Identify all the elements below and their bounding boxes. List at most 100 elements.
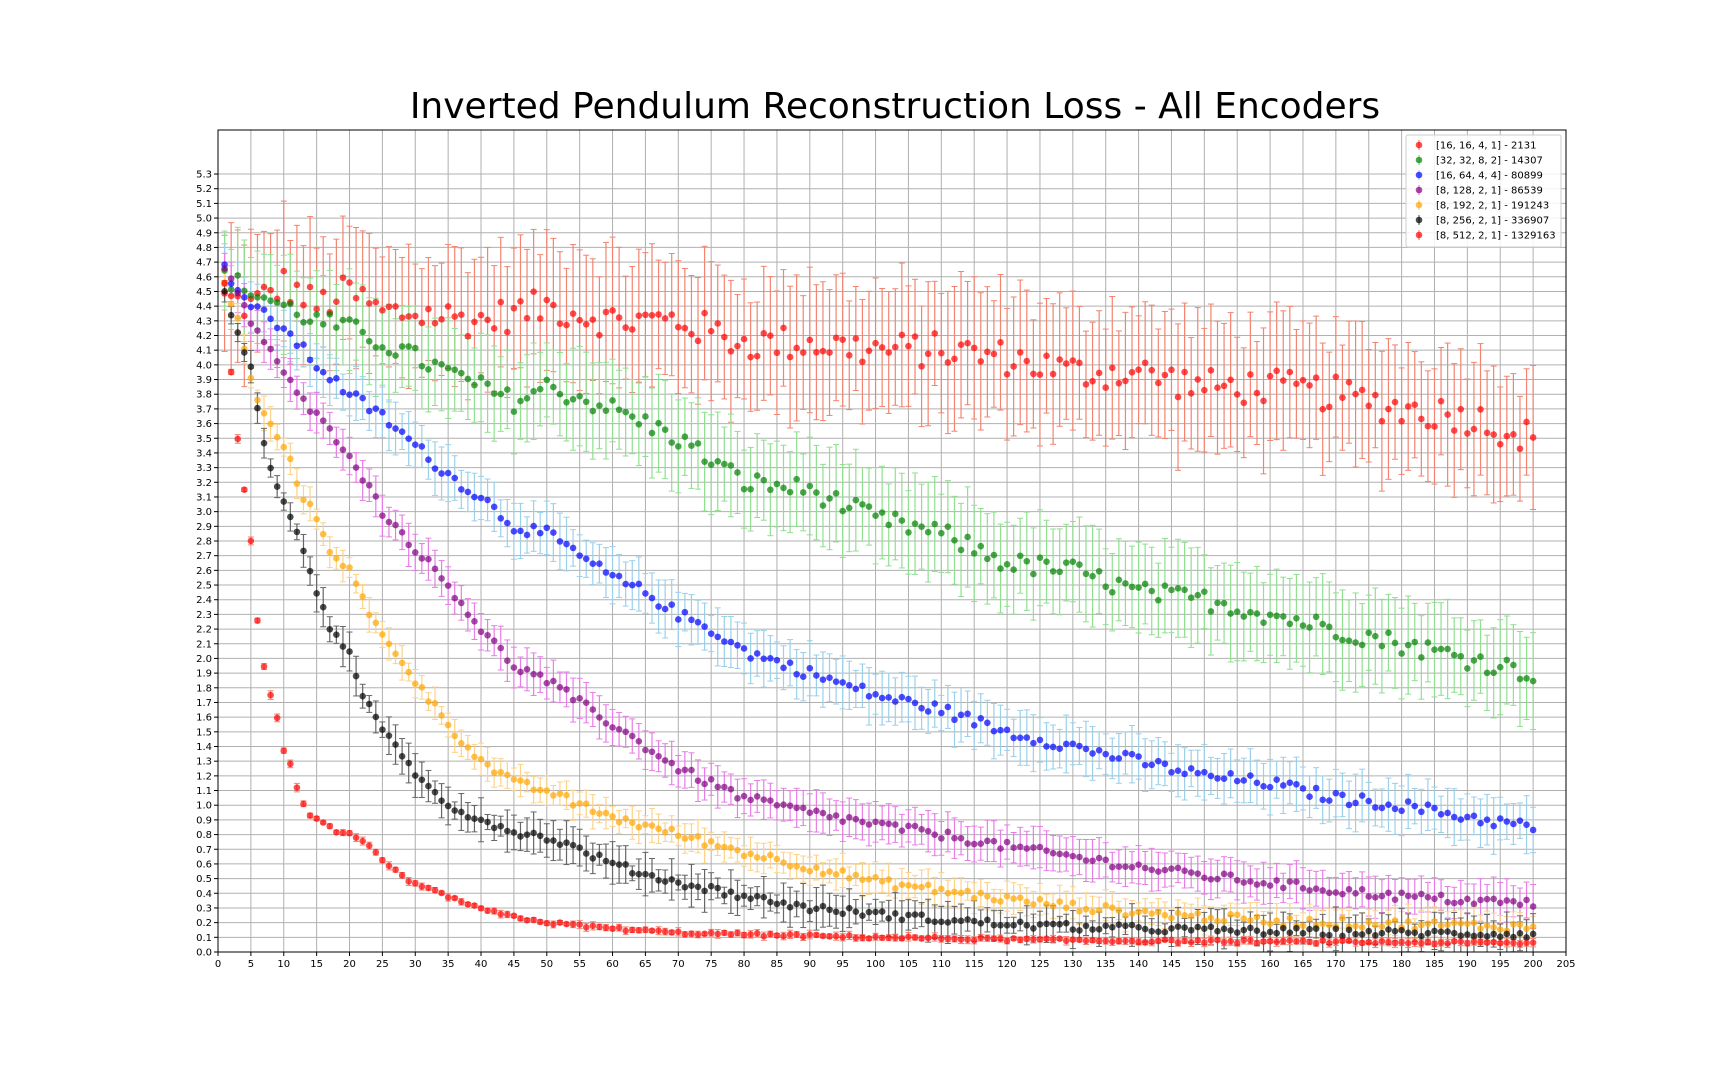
data-point — [826, 349, 833, 356]
data-point — [865, 347, 873, 355]
data-point — [418, 555, 426, 562]
data-point — [359, 394, 366, 402]
data-point — [668, 601, 676, 608]
data-point — [760, 796, 768, 803]
data-point — [504, 328, 511, 336]
data-point — [398, 314, 406, 321]
data-point — [1470, 657, 1478, 664]
data-point — [1457, 405, 1465, 413]
data-point — [372, 493, 380, 500]
data-point — [1253, 389, 1261, 397]
data-point — [1260, 397, 1267, 405]
data-point — [1385, 405, 1392, 413]
data-point — [1115, 755, 1123, 762]
data-point — [780, 324, 787, 332]
data-point — [1089, 572, 1096, 580]
data-point — [1365, 797, 1373, 805]
data-point — [891, 510, 899, 518]
data-point — [1108, 588, 1116, 596]
data-point — [819, 676, 827, 683]
data-point — [628, 413, 636, 420]
data-point — [911, 520, 919, 527]
data-point — [333, 438, 340, 446]
data-point — [891, 698, 899, 705]
data-point — [556, 683, 564, 691]
data-point — [852, 496, 860, 504]
data-point — [1365, 629, 1373, 637]
data-point — [563, 540, 570, 548]
data-point — [1496, 663, 1504, 671]
data-point — [694, 337, 702, 345]
data-point — [1233, 777, 1241, 785]
data-point — [655, 419, 662, 427]
data-point — [1345, 637, 1353, 645]
data-point — [1496, 440, 1504, 448]
data-point — [806, 336, 814, 344]
data-point — [517, 527, 524, 535]
data-point — [674, 767, 682, 775]
data-point — [970, 550, 978, 557]
data-point — [648, 748, 656, 756]
data-point — [1174, 767, 1182, 775]
data-point — [609, 724, 616, 731]
data-point — [714, 457, 722, 465]
data-point — [852, 685, 860, 693]
data-point — [1424, 422, 1432, 430]
data-point — [234, 272, 242, 279]
data-point — [1069, 740, 1077, 748]
data-point — [444, 364, 452, 372]
data-point — [661, 605, 669, 613]
data-point — [977, 358, 985, 365]
data-point — [457, 599, 465, 607]
data-point — [984, 348, 991, 356]
data-point — [359, 477, 366, 484]
data-point — [365, 337, 373, 345]
data-point — [1227, 610, 1234, 617]
data-point — [326, 310, 334, 318]
data-point — [1122, 749, 1129, 757]
data-point — [918, 704, 925, 712]
data-point — [596, 714, 603, 721]
grid-lines — [217, 130, 1567, 953]
data-point — [425, 456, 432, 463]
data-point — [799, 489, 807, 496]
data-point — [1424, 801, 1432, 808]
data-point — [839, 818, 846, 825]
data-point — [1016, 552, 1024, 560]
data-point — [477, 494, 485, 502]
data-point — [642, 311, 649, 319]
data-point — [806, 482, 814, 490]
data-point — [1404, 798, 1412, 805]
data-point — [1043, 558, 1050, 565]
data-point — [471, 318, 478, 326]
data-point — [411, 549, 419, 556]
data-point — [431, 465, 439, 472]
data-point — [313, 305, 320, 313]
data-point — [1174, 393, 1182, 401]
data-point — [1266, 372, 1274, 380]
data-point — [1174, 584, 1182, 592]
chart-title: Inverted Pendulum Reconstruction Loss - … — [409, 86, 1381, 127]
data-point — [385, 349, 393, 357]
data-point — [227, 292, 235, 300]
data-point — [471, 493, 478, 501]
data-point — [359, 328, 366, 336]
data-point — [333, 324, 340, 331]
data-point — [1161, 582, 1169, 589]
data-point — [839, 507, 846, 515]
data-point — [1503, 656, 1511, 664]
data-point — [333, 374, 340, 382]
data-point — [457, 311, 465, 318]
data-point — [352, 294, 360, 302]
data-point — [425, 305, 432, 313]
data-point — [1516, 817, 1524, 824]
data-point — [1483, 429, 1491, 437]
data-point — [1477, 819, 1484, 827]
data-point — [832, 678, 840, 685]
data-point — [398, 343, 406, 350]
data-point — [517, 397, 524, 405]
data-point — [1411, 638, 1419, 646]
data-point — [569, 395, 577, 403]
data-point — [339, 274, 347, 282]
data-point — [714, 320, 722, 327]
